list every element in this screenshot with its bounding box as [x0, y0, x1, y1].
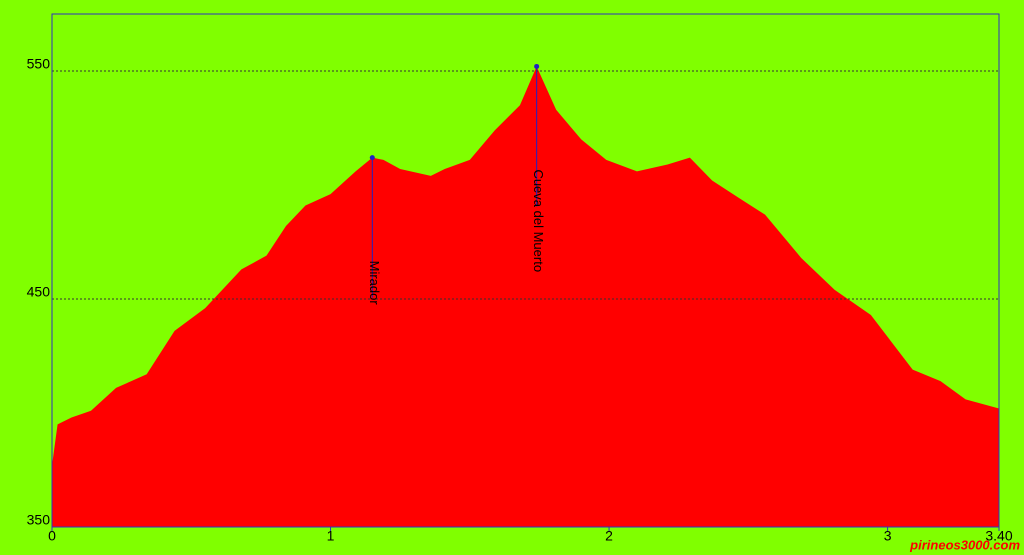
- x-tick-label: 3.40: [985, 528, 1012, 544]
- annotation-label: Cueva del Muerto: [531, 169, 546, 272]
- annotation-point: [534, 63, 540, 69]
- x-tick-label: 2: [605, 528, 613, 544]
- y-tick-label: 550: [27, 56, 51, 72]
- watermark: pirineos3000.com: [909, 537, 1020, 552]
- annotation-label: Mirador: [367, 261, 382, 306]
- x-tick-label: 1: [327, 528, 335, 544]
- y-tick-label: 450: [27, 284, 51, 300]
- plot-frame: [51, 13, 1000, 528]
- x-tick-label: 0: [48, 528, 56, 544]
- y-tick-label: 350: [27, 512, 51, 528]
- annotation-point: [369, 155, 375, 161]
- elevation-area: [52, 66, 999, 527]
- x-tick-label: 3: [884, 528, 892, 544]
